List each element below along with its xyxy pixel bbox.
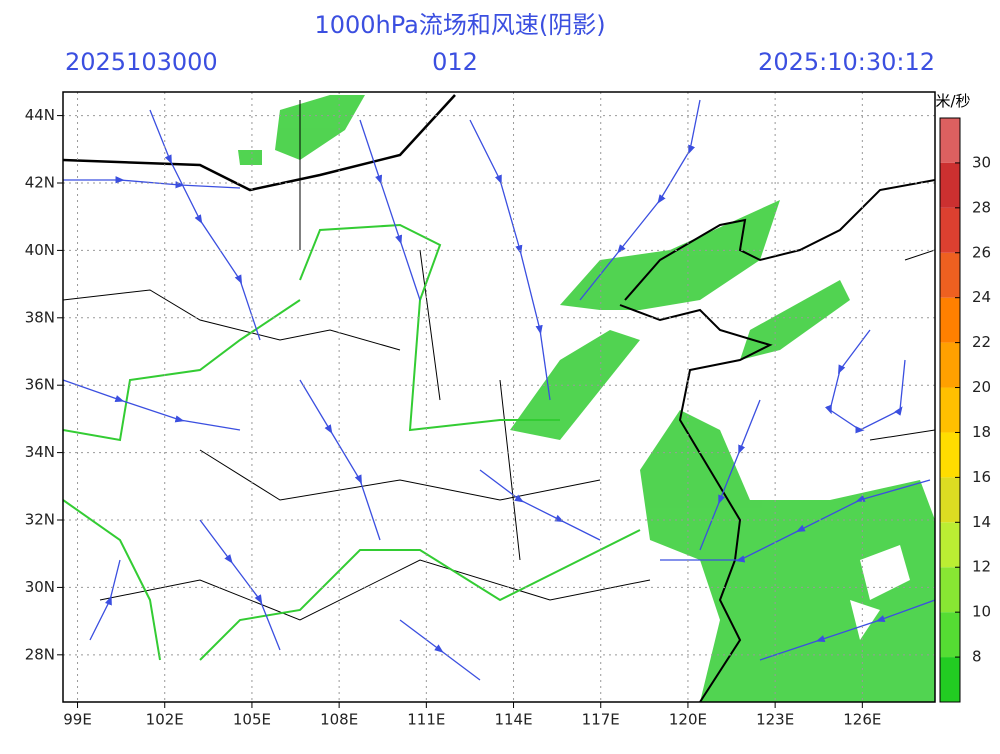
color-band [940, 432, 960, 478]
color-band [940, 522, 960, 568]
map-layer [63, 94, 935, 702]
color-band [940, 657, 960, 702]
colorbar-label: 14 [972, 513, 991, 531]
colorbar-label: 22 [972, 333, 991, 351]
color-band [940, 567, 960, 613]
y-tick-label: 42N [25, 173, 55, 191]
color-band [940, 207, 960, 253]
title: 1000hPa流场和风速(阴影) [314, 11, 605, 39]
color-band [940, 477, 960, 523]
y-tick-label: 34N [25, 443, 55, 461]
x-tick-label: 99E [63, 711, 92, 729]
y-tick-label: 30N [25, 578, 55, 596]
colorbar: 8 10 12 14 16 18 20 22 24 26 28 30 [939, 117, 991, 703]
y-tick-label: 32N [25, 511, 55, 529]
x-tick-label: 111E [407, 711, 445, 729]
color-band [940, 297, 960, 343]
x-tick-label: 120E [669, 711, 707, 729]
colorbar-label: 10 [972, 603, 991, 621]
y-tick-label: 28N [25, 645, 55, 663]
y-tick-label: 44N [25, 106, 55, 124]
valid-time: 2025:10:30:12 [758, 48, 935, 76]
colorbar-label: 30 [972, 153, 991, 171]
wind-shading [238, 95, 935, 702]
y-tick-label: 38N [25, 308, 55, 326]
init-time: 2025103000 [65, 48, 218, 76]
colorbar-unit: 米/秒 [935, 92, 970, 110]
color-band [940, 342, 960, 388]
x-tick-label: 102E [146, 711, 184, 729]
x-tick-label: 114E [494, 711, 532, 729]
map-frame [62, 91, 936, 703]
colorbar-label: 24 [972, 288, 991, 306]
colorbar-frame [939, 117, 961, 703]
color-band [940, 162, 960, 208]
color-band [940, 612, 960, 658]
x-tick-label: 117E [582, 711, 620, 729]
colorbar-label: 28 [972, 198, 991, 216]
map-axes: 99E 102E 105E 108E 111E 114E 117E 120E 123E 126E 2… [25, 92, 935, 729]
color-band [940, 118, 960, 163]
x-tick-label: 123E [756, 711, 794, 729]
color-band [940, 387, 960, 433]
y-tick-label: 40N [25, 241, 55, 259]
x-tick-label: 126E [843, 711, 881, 729]
x-tick-label: 108E [320, 711, 358, 729]
x-tick-label: 105E [233, 711, 271, 729]
colorbar-label: 16 [972, 468, 991, 486]
colorbar-label: 18 [972, 423, 991, 441]
forecast-hour: 012 [432, 48, 478, 76]
colorbar-label: 12 [972, 558, 991, 576]
colorbar-label: 26 [972, 243, 991, 261]
colorbar-label: 20 [972, 378, 991, 396]
color-band [940, 252, 960, 298]
y-tick-label: 36N [25, 376, 55, 394]
colorbar-label: 8 [972, 648, 982, 666]
